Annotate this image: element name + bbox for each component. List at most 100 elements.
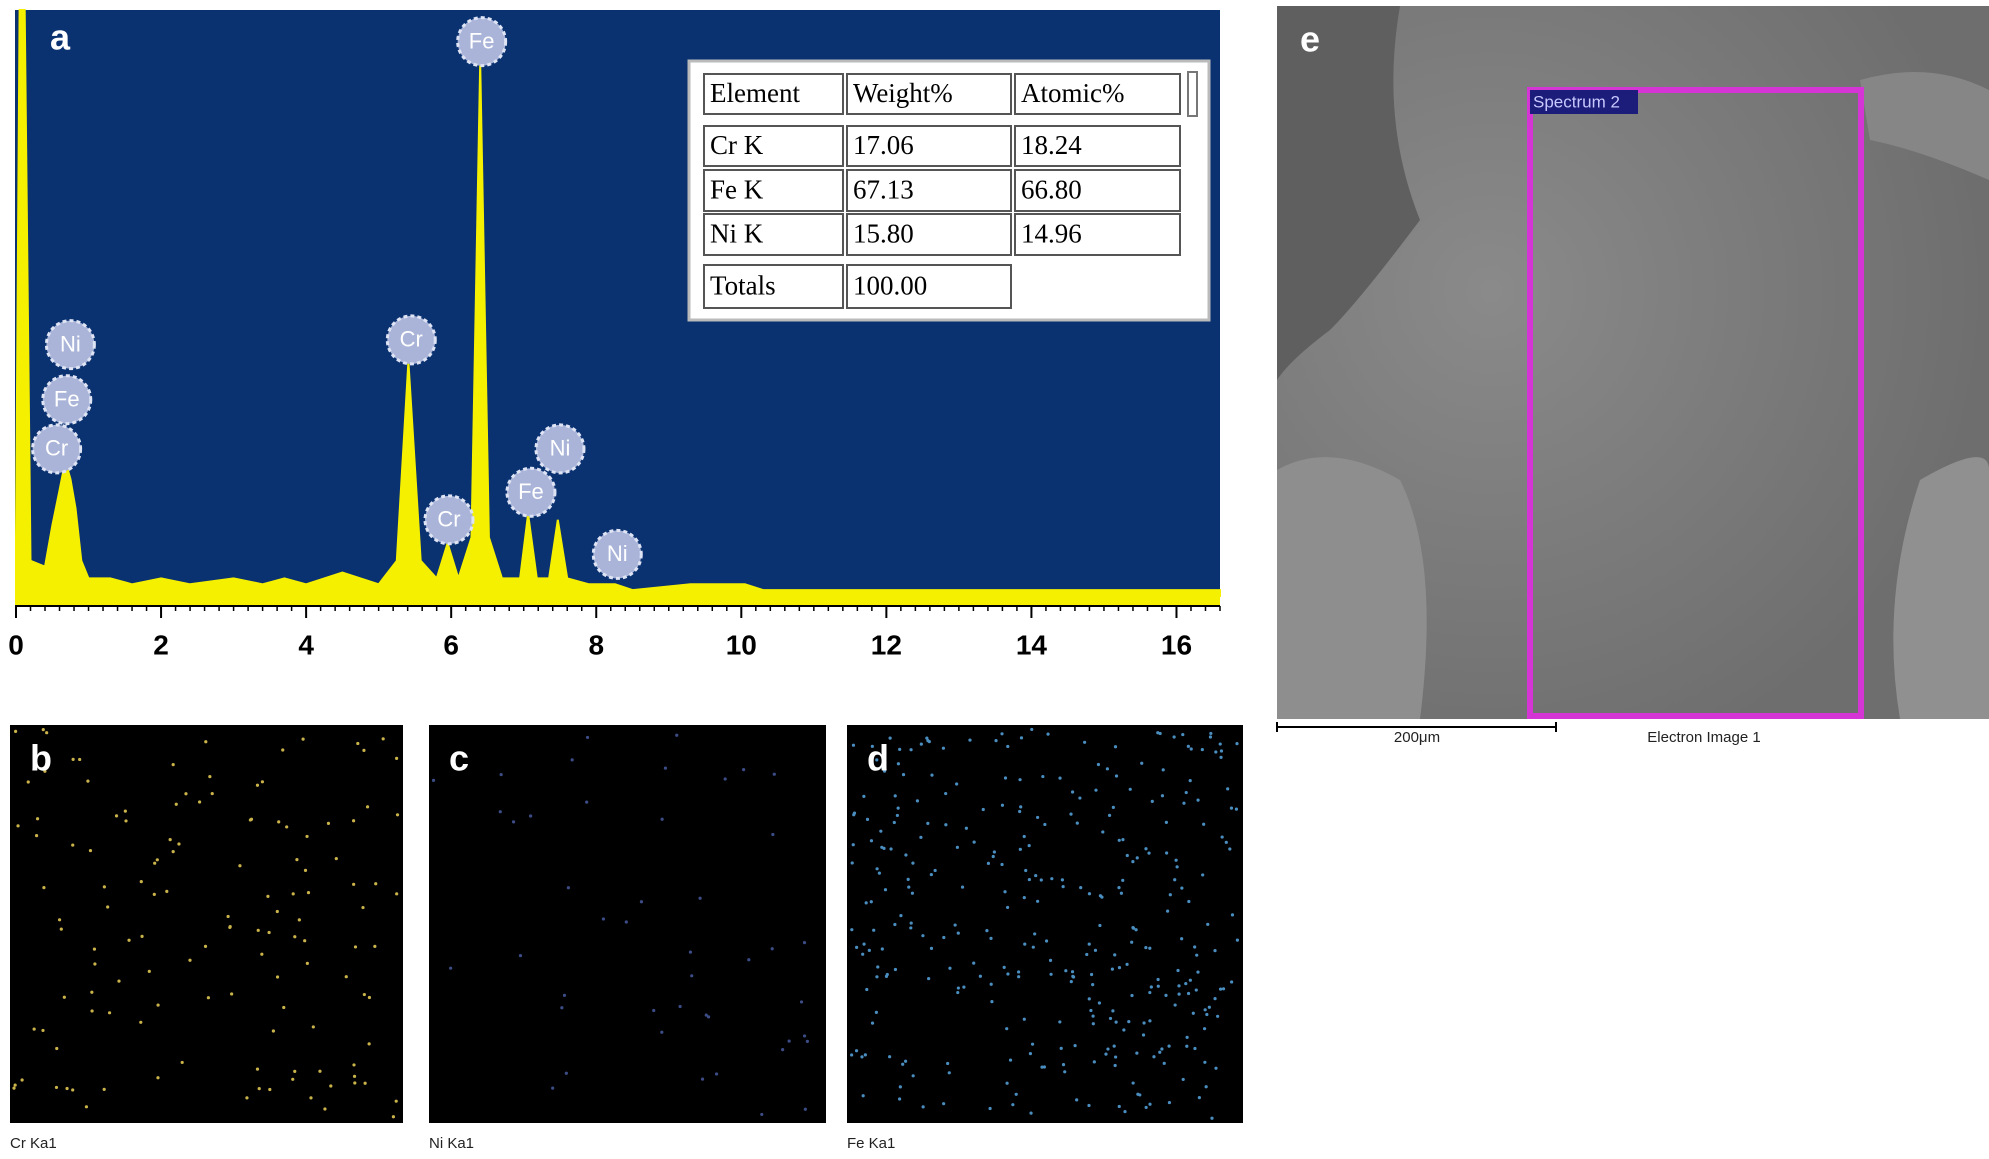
map-dot xyxy=(34,834,39,838)
map-dot xyxy=(1044,939,1049,943)
peak-badge xyxy=(591,528,643,580)
map-dot xyxy=(944,791,948,796)
table-text: Totals xyxy=(710,271,776,301)
map-dot xyxy=(277,820,281,824)
map-dot xyxy=(305,961,309,966)
map-dot xyxy=(1167,1044,1171,1048)
map-dot xyxy=(947,1071,951,1075)
composition-table: Element Weight% Atomic% Cr K 17.06 18.24 Fe K 6… xyxy=(687,59,1211,322)
element-map: b Cr Ka1 xyxy=(10,725,403,1152)
map-dot xyxy=(906,877,910,881)
map-dot xyxy=(1150,799,1154,803)
map-dot xyxy=(968,738,972,742)
region-label: Spectrum 2 xyxy=(1533,92,1620,111)
map-dot xyxy=(862,942,866,946)
map-dot xyxy=(249,817,254,821)
map-dot xyxy=(391,1115,396,1119)
map-dot xyxy=(1182,801,1186,805)
map-dot xyxy=(903,1059,908,1063)
map-dot xyxy=(802,941,807,945)
map-dot xyxy=(1087,997,1091,1001)
map-dot xyxy=(770,947,774,951)
map-dot xyxy=(124,819,128,823)
map-dot xyxy=(872,928,876,932)
map-dot xyxy=(882,765,886,769)
map-dot xyxy=(896,806,900,810)
map-dot xyxy=(1121,838,1125,842)
map-dot xyxy=(381,737,385,741)
map-dot xyxy=(560,1006,564,1010)
map-dot xyxy=(171,763,175,767)
map-dot xyxy=(1196,970,1200,974)
map-dot xyxy=(1149,985,1153,989)
map-dot xyxy=(1228,847,1232,851)
map-dot xyxy=(1040,1065,1044,1069)
map-dot xyxy=(1017,975,1021,979)
map-dot xyxy=(352,1063,356,1067)
map-dot xyxy=(293,1069,297,1073)
map-dot xyxy=(660,817,664,821)
map-dot xyxy=(1202,822,1206,826)
map-dot xyxy=(1136,1092,1140,1096)
map-dot xyxy=(986,861,991,866)
map-dot xyxy=(990,1000,994,1004)
table-text: Cr K xyxy=(710,130,764,160)
map-dot xyxy=(1030,727,1034,732)
map-dot xyxy=(255,1067,260,1071)
map-dot xyxy=(518,954,523,958)
map-dot xyxy=(771,832,775,837)
map-dot xyxy=(854,1049,859,1053)
map-dot xyxy=(1162,1061,1166,1065)
peak-badge xyxy=(44,319,96,371)
map-dot xyxy=(1173,878,1177,882)
map-dot xyxy=(1085,952,1089,957)
map-dot xyxy=(1202,1027,1207,1031)
map-dot xyxy=(1186,991,1191,996)
map-dot xyxy=(1148,990,1152,995)
peak-label: Ni xyxy=(44,319,96,371)
map-dot xyxy=(155,858,159,862)
map-dot xyxy=(1018,778,1022,782)
map-dot xyxy=(184,792,188,796)
map-dot xyxy=(564,1071,568,1075)
map-dot xyxy=(1022,896,1026,900)
peak-badge xyxy=(31,423,83,475)
map-dot xyxy=(275,909,279,914)
map-dot xyxy=(1071,974,1075,979)
map-dot xyxy=(1091,983,1095,987)
map-dot xyxy=(14,729,18,733)
map-dot xyxy=(127,938,131,942)
map-dot xyxy=(344,975,348,979)
sem-grain xyxy=(1277,457,1427,719)
peak-text: Ni xyxy=(60,331,81,356)
map-dot xyxy=(700,1077,705,1081)
map-dot xyxy=(311,1025,315,1029)
map-dot xyxy=(1142,1021,1146,1025)
map-dot xyxy=(210,791,214,796)
map-dot xyxy=(1070,970,1075,974)
map-dot xyxy=(901,1062,905,1066)
map-dot xyxy=(230,992,234,996)
map-dot xyxy=(921,1105,925,1109)
map-dot xyxy=(90,990,94,994)
x-tick-label: 10 xyxy=(726,629,757,660)
map-dot xyxy=(1200,747,1204,752)
map-dot xyxy=(139,880,143,884)
map-dot xyxy=(1234,807,1239,811)
map-dot xyxy=(45,731,49,735)
scale-label: 200μm xyxy=(1394,729,1440,746)
map-dot xyxy=(92,947,97,951)
map-dot xyxy=(915,799,920,803)
map-dot xyxy=(1113,953,1117,957)
map-dot xyxy=(1164,820,1168,824)
map-dot xyxy=(271,1029,275,1033)
map-dot xyxy=(62,995,66,999)
panel-label: a xyxy=(50,17,71,58)
map-dot xyxy=(862,794,866,798)
map-dot xyxy=(892,820,896,825)
map-dot xyxy=(431,778,436,783)
table-text: 18.24 xyxy=(1021,130,1082,160)
map-dot xyxy=(688,950,693,954)
table-text: 15.80 xyxy=(853,219,914,249)
map-dot xyxy=(334,856,338,861)
